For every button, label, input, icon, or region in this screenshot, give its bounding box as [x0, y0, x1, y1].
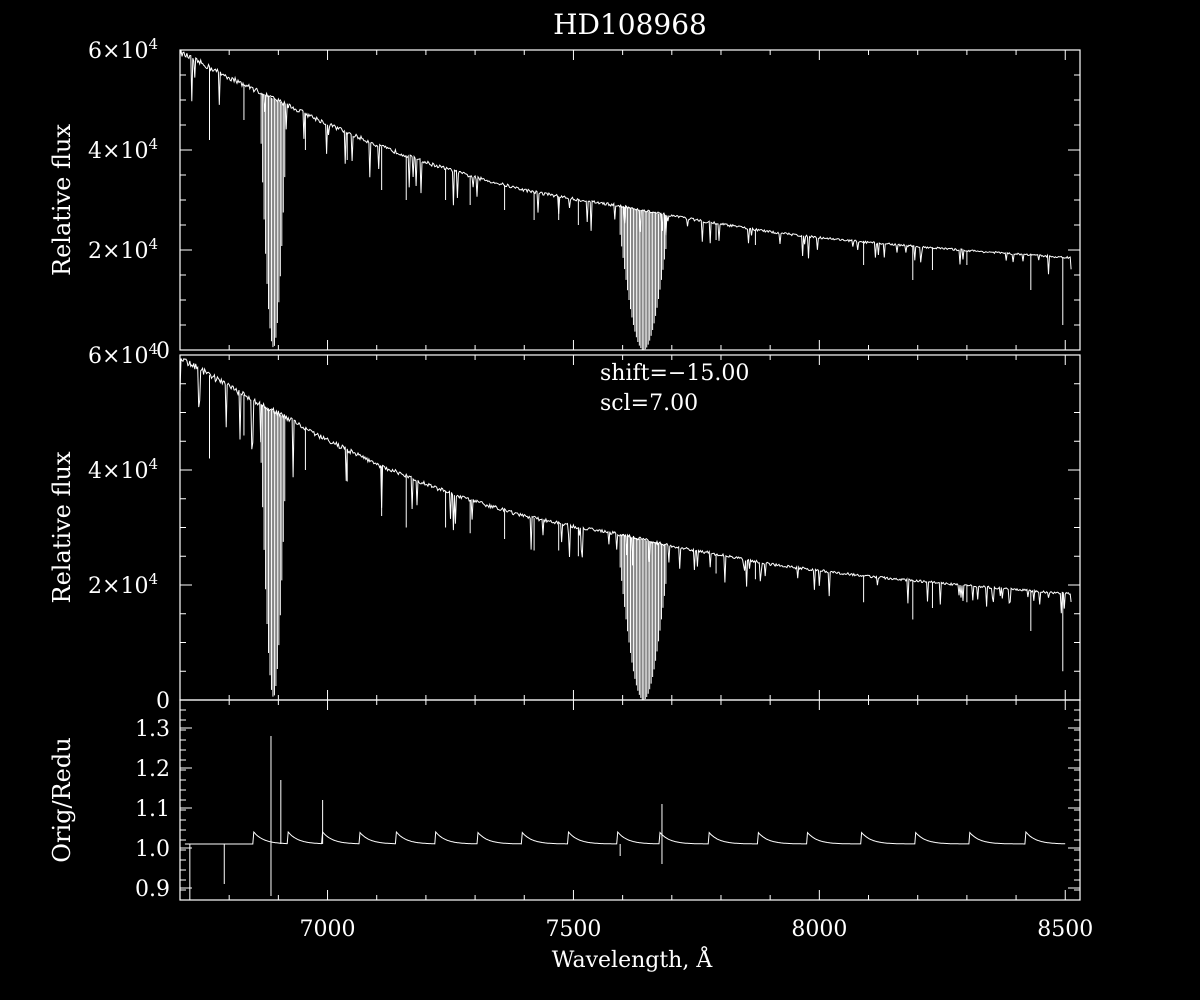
y-tick-label: 6×104: [88, 340, 158, 369]
y-tick-label: 0.9: [135, 877, 170, 902]
y-tick-label: 1.1: [135, 797, 170, 822]
y-tick-label: 0: [156, 339, 170, 364]
x-axis-label: Wavelength, Å: [552, 945, 714, 973]
x-tick-label: 8000: [791, 917, 847, 942]
y-axis-label: Relative flux: [48, 124, 76, 276]
y-tick-label: 4×104: [88, 135, 158, 164]
y-tick-label: 1.3: [135, 717, 170, 742]
y-tick-label: 1.2: [135, 757, 170, 782]
spectrum-line: [179, 357, 1072, 614]
y-axis-label: Orig/Redu: [48, 737, 76, 862]
flux-panel-middle: shift=−15.00 scl=7.00 0 2×104 4×104 6×104 Re…: [48, 340, 1081, 714]
ratio-line: [184, 830, 1066, 845]
y-axis-label: Relative flux: [48, 451, 76, 603]
x-tick-label: 7500: [545, 917, 601, 942]
annotation-shift: shift=−15.00: [600, 361, 749, 386]
x-tick-label: 7000: [300, 917, 356, 942]
y-tick-label: 4×104: [88, 455, 158, 484]
annotation-scale: scl=7.00: [600, 391, 698, 416]
y-tick-label: 2×104: [88, 570, 158, 599]
ratio-panel-bottom: 0.9 1.0 1.1 1.2 1.3 Orig/Redu 7000 7500 8000 8500: [48, 699, 1093, 942]
y-tick-label: 1.0: [135, 837, 170, 862]
flux-panel-top: 0 2×104 4×104 6×104 Relative flux: [48, 35, 1081, 364]
x-tick-label: 8500: [1037, 917, 1093, 942]
y-tick-label: 2×104: [88, 235, 158, 264]
y-tick-label: 0: [156, 689, 170, 714]
chart-title: HD108968: [553, 8, 707, 41]
plot-frame: [179, 699, 1081, 901]
y-tick-label: 6×104: [88, 35, 158, 64]
spectrum-line: [179, 50, 1072, 275]
